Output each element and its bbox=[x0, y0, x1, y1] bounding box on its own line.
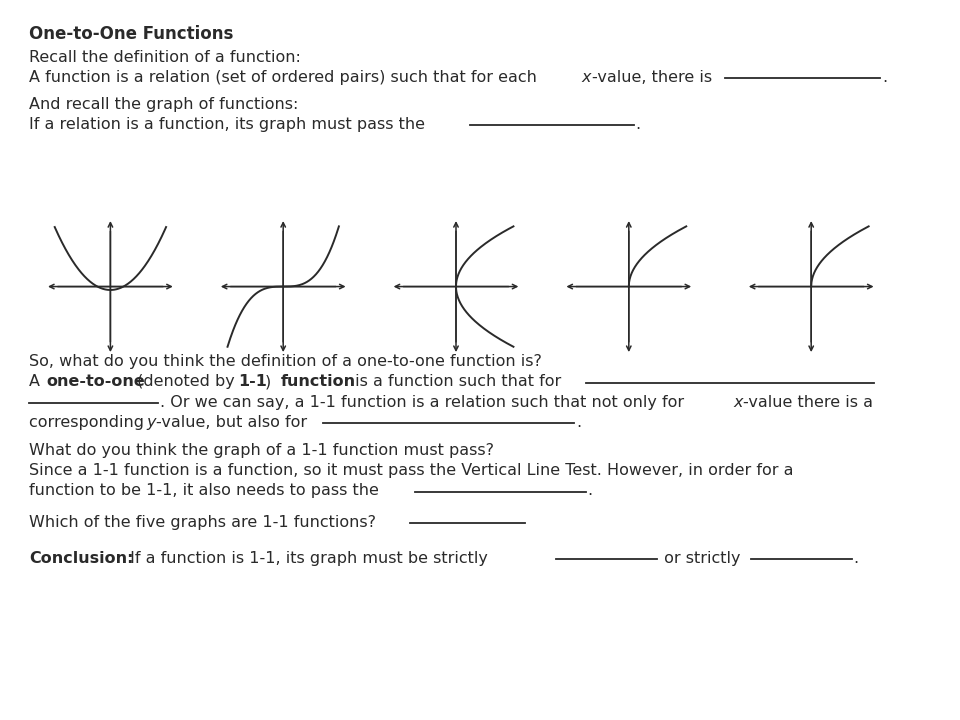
Text: -value, but also for: -value, but also for bbox=[156, 415, 306, 430]
Text: 1-1: 1-1 bbox=[238, 374, 267, 390]
Text: .: . bbox=[853, 551, 858, 566]
Text: A function is a relation (set of ordered pairs) such that for each: A function is a relation (set of ordered… bbox=[29, 70, 541, 85]
Text: ): ) bbox=[265, 374, 276, 390]
Text: -value, there is: -value, there is bbox=[592, 70, 712, 85]
Text: Since a 1-1 function is a function, so it must pass the Vertical Line Test. Howe: Since a 1-1 function is a function, so i… bbox=[29, 463, 793, 478]
Text: x: x bbox=[582, 70, 591, 85]
Text: If a relation is a function, its graph must pass the: If a relation is a function, its graph m… bbox=[29, 117, 424, 132]
Text: one-to-one: one-to-one bbox=[46, 374, 145, 390]
Text: -value there is a: -value there is a bbox=[743, 395, 873, 410]
Text: x: x bbox=[733, 395, 743, 410]
Text: One-to-One Functions: One-to-One Functions bbox=[29, 25, 233, 43]
Text: y: y bbox=[146, 415, 156, 430]
Text: (denoted by: (denoted by bbox=[132, 374, 240, 390]
Text: corresponding: corresponding bbox=[29, 415, 149, 430]
Text: So, what do you think the definition of a one-to-one function is?: So, what do you think the definition of … bbox=[29, 354, 541, 369]
Text: function: function bbox=[280, 374, 355, 390]
Text: What do you think the graph of a 1-1 function must pass?: What do you think the graph of a 1-1 fun… bbox=[29, 443, 493, 458]
Text: Recall the definition of a function:: Recall the definition of a function: bbox=[29, 50, 300, 66]
Text: or strictly: or strictly bbox=[659, 551, 740, 566]
Text: .: . bbox=[882, 70, 887, 85]
Text: function to be 1-1, it also needs to pass the: function to be 1-1, it also needs to pas… bbox=[29, 483, 378, 498]
Text: .: . bbox=[588, 483, 592, 498]
Text: is a function such that for: is a function such that for bbox=[350, 374, 562, 390]
Text: And recall the graph of functions:: And recall the graph of functions: bbox=[29, 97, 299, 112]
Text: Which of the five graphs are 1-1 functions?: Which of the five graphs are 1-1 functio… bbox=[29, 515, 375, 530]
Text: . Or we can say, a 1-1 function is a relation such that not only for: . Or we can say, a 1-1 function is a rel… bbox=[160, 395, 689, 410]
Text: Conclusion:: Conclusion: bbox=[29, 551, 133, 566]
Text: If a function is 1-1, its graph must be strictly: If a function is 1-1, its graph must be … bbox=[125, 551, 488, 566]
Text: .: . bbox=[636, 117, 640, 132]
Text: .: . bbox=[576, 415, 581, 430]
Text: A: A bbox=[29, 374, 45, 390]
